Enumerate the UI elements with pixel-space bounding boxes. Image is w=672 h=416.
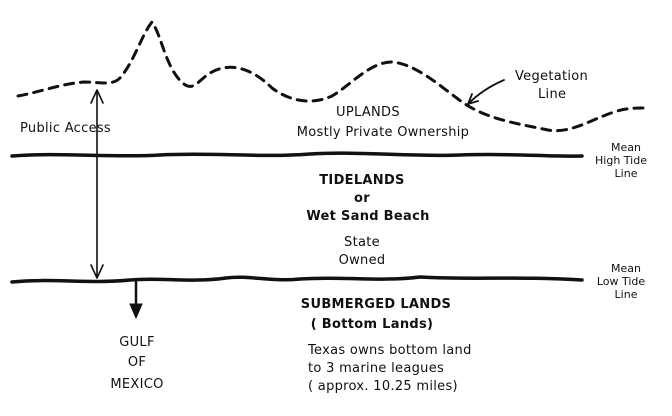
state-owned-label-1: State	[344, 235, 380, 250]
mean-low-tide-label-1: Mean	[611, 262, 641, 275]
vegetation-line-label-2: Line	[538, 87, 566, 102]
of-label: OF	[128, 355, 146, 370]
texas-note-line-3: ( approx. 10.25 miles)	[308, 379, 458, 394]
mexico-label: MEXICO	[110, 377, 163, 392]
mean-high-tide-label-1: Mean	[611, 141, 641, 154]
uplands-subtitle: Mostly Private Ownership	[297, 125, 469, 140]
public-access-label: Public Access	[20, 121, 111, 136]
gulf-direction-arrowhead	[129, 303, 143, 320]
public-access-arrowhead-bottom	[90, 264, 104, 279]
tidelands-title: TIDELANDS	[319, 173, 404, 188]
mean-high-tide-line	[10, 151, 584, 158]
mean-high-tide-label-2: High Tide	[595, 154, 647, 167]
submerged-lands-subtitle: ( Bottom Lands)	[311, 317, 434, 332]
submerged-lands-title: SUBMERGED LANDS	[301, 297, 451, 312]
state-owned-label-2: Owned	[339, 253, 386, 268]
vegetation-pointer-arrow	[467, 79, 505, 105]
gulf-label: GULF	[119, 335, 155, 350]
mean-low-tide-line	[10, 275, 584, 284]
tidelands-or: or	[354, 191, 370, 206]
texas-note-line-2: to 3 marine leagues	[308, 361, 444, 376]
public-access-arrowhead-top	[90, 89, 104, 104]
texas-note-line-1: Texas owns bottom land	[307, 343, 472, 358]
mean-high-tide-label-3: Line	[615, 167, 638, 180]
vegetation-line-label-1: Vegetation	[515, 69, 588, 84]
mean-low-tide-label-2: Low Tide	[597, 275, 646, 288]
vegetation-line	[16, 20, 646, 133]
vegetation-pointer-arrowhead	[467, 93, 479, 105]
tidelands-wet-sand-beach: Wet Sand Beach	[306, 209, 429, 224]
uplands-title: UPLANDS	[336, 105, 400, 120]
mean-low-tide-label-3: Line	[615, 288, 638, 301]
